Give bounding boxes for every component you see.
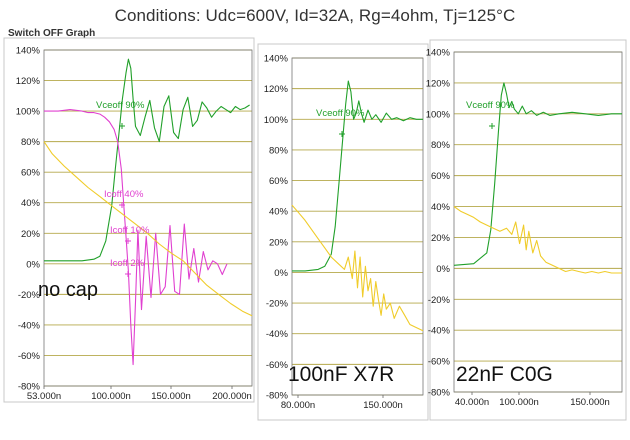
y-tick-label: -20%: [428, 295, 451, 306]
y-tick-label: 80%: [269, 145, 289, 156]
y-tick-label: 100%: [426, 109, 451, 120]
plot-area: [453, 51, 623, 393]
annotation-marker: [119, 123, 125, 129]
panel-frame: [429, 39, 627, 421]
y-tick-label: 140%: [264, 54, 289, 65]
annotation-marker: [125, 271, 131, 277]
y-tick-label: -40%: [428, 326, 451, 337]
y-tick-label: 60%: [269, 176, 289, 187]
y-tick-label: 40%: [431, 202, 451, 213]
x-tick-label: 100.000n: [499, 397, 539, 408]
chart-panel-no-cap: 140% 120% 100% 80% 60% 40% 20% 0% -20% -40% -60% -8…: [3, 37, 255, 403]
annotation-label: Vceoff 90%: [96, 100, 145, 111]
chart-panel-22nF-C0G: 140% 120% 100% 80% 60% 40% 20% 0% -20% -40% -60% -8…: [426, 39, 627, 421]
y-tick-label: 20%: [431, 233, 451, 244]
plot-area: [291, 57, 424, 396]
chart-panel-100nF-X7R: 140% 120% 100% 80% 60% 40% 20% 0% -20% -40% -60% -8…: [257, 43, 429, 421]
y-tick-label: -60%: [428, 357, 451, 368]
x-tick-label: 40.000n: [455, 397, 489, 408]
x-tick-label: 150.000n: [570, 397, 610, 408]
panel-label: no cap: [38, 279, 98, 301]
y-tick-label: 40%: [21, 198, 41, 209]
y-tick-label: 60%: [431, 171, 451, 182]
x-tick-label: 150.000n: [363, 400, 403, 411]
y-tick-label: 120%: [426, 78, 451, 89]
annotation-label: Vceoff 90%: [466, 100, 515, 111]
panel-label: 22nF C0G: [456, 363, 553, 386]
series-voltage: [44, 58, 250, 262]
y-tick-label: 20%: [21, 229, 41, 240]
y-tick-label: 0%: [436, 264, 450, 275]
y-tick-label: 80%: [431, 140, 451, 151]
y-tick-label: 80%: [21, 137, 41, 148]
y-tick-label: 60%: [21, 168, 41, 179]
y-tick-label: -40%: [18, 320, 41, 331]
panel-frame: [257, 43, 429, 421]
annotation-marker: [489, 123, 495, 129]
panel-label: 100nF X7R: [288, 363, 394, 386]
y-tick-label: 40%: [269, 207, 289, 218]
y-tick-label: -20%: [266, 299, 289, 310]
series-voltage: [453, 82, 622, 266]
y-tick-label: 0%: [26, 259, 40, 270]
series-yellow: [291, 204, 424, 332]
conditions-title: Conditions: Udc=600V, Id=32A, Rg=4ohm, T…: [114, 6, 516, 25]
panel-frame: [3, 37, 255, 403]
y-tick-label: -80%: [18, 382, 41, 393]
y-tick-label: -60%: [266, 360, 289, 371]
annotation-marker: [339, 131, 345, 137]
annotation-label: Icoff 2%: [110, 258, 145, 269]
y-tick-label: -40%: [266, 329, 289, 340]
y-tick-label: 120%: [264, 84, 289, 95]
y-tick-label: -80%: [428, 388, 451, 399]
annotation-label: Icoff 10%: [110, 225, 150, 236]
annotation-label: Vceoff 90%: [316, 108, 365, 119]
annotation-label: Icoff 40%: [104, 189, 144, 200]
plot-area: [43, 49, 253, 387]
y-tick-label: -60%: [18, 351, 41, 362]
y-tick-label: -80%: [266, 391, 289, 402]
switch-off-graph-title: Switch OFF Graph: [8, 28, 96, 39]
series-voltage: [292, 80, 423, 272]
x-tick-label: 200.000n: [212, 391, 252, 402]
x-tick-label: 80.000n: [281, 400, 315, 411]
y-tick-label: 0%: [274, 268, 288, 279]
y-tick-label: 140%: [16, 46, 41, 57]
y-tick-label: 20%: [269, 237, 289, 248]
y-tick-label: 100%: [16, 107, 41, 118]
x-tick-label: 53.000n: [27, 391, 61, 402]
x-tick-label: 150.000n: [151, 391, 191, 402]
y-tick-label: 100%: [264, 115, 289, 126]
x-tick-label: 100.000n: [91, 391, 131, 402]
annotation-marker: [119, 202, 125, 208]
y-tick-label: 140%: [426, 48, 451, 59]
y-tick-label: -20%: [18, 290, 41, 301]
series-yellow: [453, 206, 622, 274]
series-yellow: [43, 141, 253, 317]
annotation-marker: [125, 238, 131, 244]
y-tick-label: 120%: [16, 76, 41, 87]
